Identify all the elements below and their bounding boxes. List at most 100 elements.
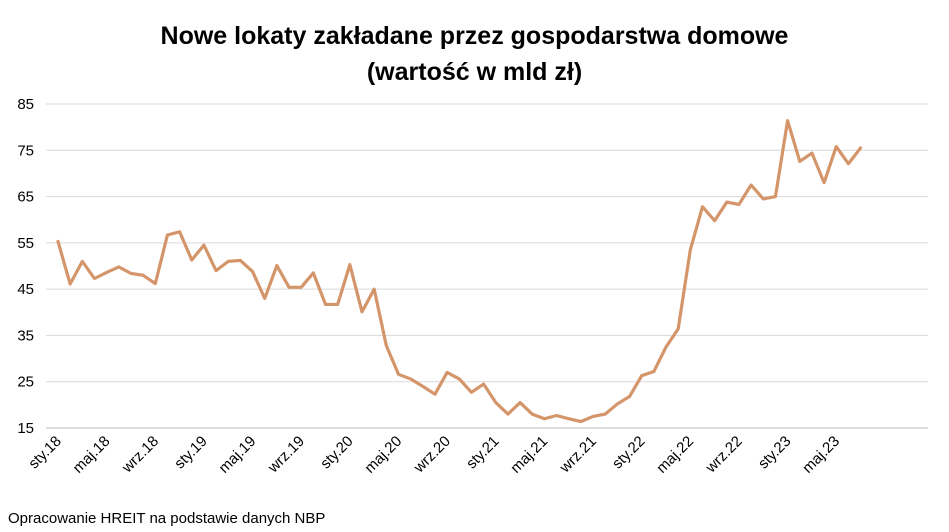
y-tick-label: 15 xyxy=(17,420,34,437)
gridlines xyxy=(46,103,928,429)
y-tick-label: 75 xyxy=(17,142,34,159)
data-point xyxy=(421,384,425,388)
data-point xyxy=(664,345,668,349)
data-point xyxy=(165,233,169,237)
data-point xyxy=(105,270,109,274)
data-point xyxy=(822,181,826,185)
data-point xyxy=(530,412,534,416)
x-tick-label: sty.20 xyxy=(317,433,357,473)
data-point xyxy=(615,402,619,406)
data-point xyxy=(287,285,291,289)
data-point xyxy=(433,392,437,396)
data-point xyxy=(56,239,60,243)
data-point xyxy=(749,183,753,187)
data-point xyxy=(445,370,449,374)
data-point xyxy=(336,302,340,306)
data-point xyxy=(141,273,145,277)
data-point xyxy=(324,302,328,306)
x-tick-label: maj.22 xyxy=(653,433,697,477)
chart-subtitle: (wartość w mld zł) xyxy=(366,58,583,86)
data-point xyxy=(773,195,777,199)
data-point xyxy=(372,287,376,291)
x-tick-label: wrz.20 xyxy=(410,433,454,477)
data-point xyxy=(469,390,473,394)
data-point xyxy=(506,412,510,416)
data-point xyxy=(640,374,644,378)
data-point xyxy=(725,200,729,204)
data-point xyxy=(92,276,96,280)
y-tick-label: 45 xyxy=(17,281,34,298)
x-tick-label: maj.18 xyxy=(70,433,114,477)
data-point xyxy=(761,197,765,201)
x-tick-label: maj.23 xyxy=(799,433,843,477)
data-point xyxy=(542,417,546,421)
x-tick-label: maj.21 xyxy=(507,433,551,477)
data-point xyxy=(494,401,498,405)
data-point xyxy=(567,417,571,421)
data-point xyxy=(360,310,364,314)
data-point xyxy=(688,248,692,252)
x-tick-label: sty.21 xyxy=(463,433,503,473)
data-point xyxy=(518,401,522,405)
data-point xyxy=(299,285,303,289)
x-tick-label: sty.23 xyxy=(755,433,795,473)
data-point xyxy=(834,145,838,149)
y-tick-label: 55 xyxy=(17,235,34,252)
x-tick-label: wrz.18 xyxy=(118,433,162,477)
data-point xyxy=(202,243,206,247)
data-point xyxy=(80,259,84,263)
chart-title: Nowe lokaty zakładane przez gospodarstwa… xyxy=(160,22,789,50)
x-tick-label: sty.18 xyxy=(25,433,65,473)
y-tick-label: 65 xyxy=(17,189,34,206)
data-point xyxy=(713,219,717,223)
data-point xyxy=(396,372,400,376)
data-point xyxy=(348,263,352,267)
data-point xyxy=(384,344,388,348)
x-tick-label: sty.22 xyxy=(609,433,649,473)
data-point xyxy=(311,271,315,275)
data-point xyxy=(676,327,680,331)
data-point xyxy=(68,282,72,286)
y-tick-label: 25 xyxy=(17,374,34,391)
data-point xyxy=(628,395,632,399)
data-point xyxy=(226,259,230,263)
data-point xyxy=(129,271,133,275)
y-tick-label: 85 xyxy=(17,96,34,113)
data-point xyxy=(117,265,121,269)
data-point xyxy=(251,270,255,274)
data-point xyxy=(555,414,559,418)
series xyxy=(56,119,863,424)
data-point xyxy=(579,420,583,424)
x-tick-label: wrz.22 xyxy=(702,433,746,477)
x-tick-label: maj.20 xyxy=(361,433,405,477)
data-point xyxy=(190,258,194,262)
data-point xyxy=(737,202,741,206)
data-point xyxy=(591,414,595,418)
x-tick-label: wrz.21 xyxy=(556,433,600,477)
x-tick-label: sty.19 xyxy=(171,433,211,473)
x-axis: sty.18 maj.18 wrz.18 sty.19 maj.19 wrz.19 sty.… xyxy=(25,433,843,477)
data-point xyxy=(214,269,218,273)
data-point xyxy=(275,264,279,268)
data-point xyxy=(700,205,704,209)
data-point xyxy=(846,162,850,166)
data-point xyxy=(798,159,802,163)
y-axis: 15 25 35 45 55 65 75 85 xyxy=(17,96,34,437)
data-point xyxy=(859,146,863,150)
x-tick-label: wrz.19 xyxy=(264,433,308,477)
data-point xyxy=(810,151,814,155)
data-point xyxy=(652,370,656,374)
data-point xyxy=(603,412,607,416)
x-tick-label: maj.19 xyxy=(216,433,260,477)
source-note: Opracowanie HREIT na podstawie danych NB… xyxy=(8,510,326,527)
series-line xyxy=(56,119,863,424)
data-point xyxy=(263,296,267,300)
data-point xyxy=(178,230,182,234)
data-point xyxy=(457,377,461,381)
data-point xyxy=(153,282,157,286)
data-point xyxy=(409,377,413,381)
data-point xyxy=(238,258,242,262)
data-point xyxy=(786,119,790,123)
y-tick-label: 35 xyxy=(17,327,34,344)
